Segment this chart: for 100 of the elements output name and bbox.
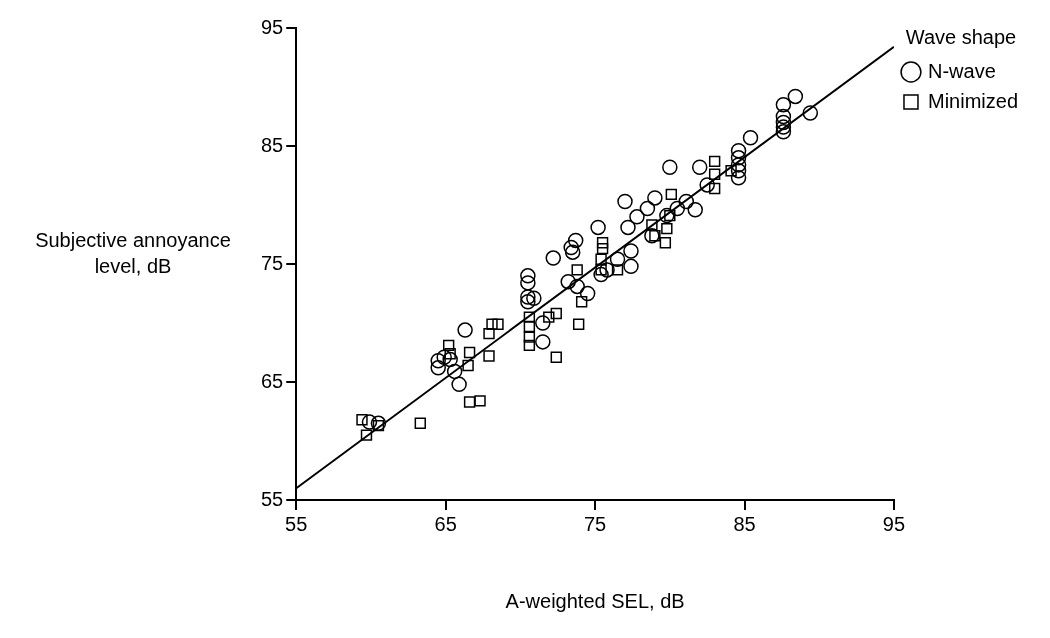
point <box>483 327 495 340</box>
point <box>775 108 792 125</box>
point <box>463 346 476 359</box>
point <box>802 105 819 121</box>
point <box>725 165 737 177</box>
point <box>775 96 792 113</box>
point <box>596 242 609 255</box>
y-tick-label: 65 <box>261 369 284 392</box>
point <box>708 155 721 168</box>
point <box>665 188 678 201</box>
point <box>535 334 551 350</box>
point <box>372 419 385 432</box>
point <box>617 193 633 210</box>
point <box>520 275 536 291</box>
x-tick-label: 55 <box>285 512 308 535</box>
y-tick-label: 75 <box>261 251 284 274</box>
point <box>623 243 639 259</box>
point <box>708 168 721 181</box>
point <box>575 296 588 308</box>
point <box>520 289 536 305</box>
point <box>571 264 583 276</box>
point <box>446 363 463 380</box>
point <box>526 290 542 306</box>
point <box>775 114 792 131</box>
y-tick-label: 85 <box>261 133 284 156</box>
point <box>361 414 378 430</box>
point <box>564 244 581 260</box>
point <box>590 219 606 236</box>
point <box>430 353 446 369</box>
point <box>430 360 446 376</box>
point <box>730 157 747 173</box>
point <box>730 170 747 186</box>
x-tick-label: 85 <box>733 512 756 535</box>
point <box>661 222 673 235</box>
point <box>599 262 615 278</box>
point <box>520 294 536 310</box>
point <box>659 207 675 224</box>
point <box>730 163 747 179</box>
point <box>436 349 452 365</box>
x-tick-label: 95 <box>882 512 906 535</box>
point <box>664 209 676 222</box>
point <box>444 347 456 360</box>
point <box>596 237 609 249</box>
y-tick-label: 55 <box>261 487 284 510</box>
point <box>550 351 562 363</box>
point <box>520 268 536 284</box>
point <box>356 414 368 426</box>
point <box>483 350 495 362</box>
point <box>474 395 486 407</box>
point <box>360 429 373 441</box>
point <box>787 88 804 105</box>
point <box>523 320 536 333</box>
point <box>572 318 585 330</box>
point <box>775 119 792 135</box>
point <box>687 201 703 218</box>
point <box>492 318 504 330</box>
point <box>639 200 656 217</box>
legend-label: N-wave <box>927 59 996 82</box>
point <box>523 339 536 352</box>
point <box>523 311 536 323</box>
y-axis-title: Subjective annoyance level, dB <box>35 228 231 277</box>
point <box>644 227 660 244</box>
y-tick-label: 95 <box>261 15 284 38</box>
x-tick-label: 65 <box>434 512 457 535</box>
point <box>708 182 721 195</box>
point <box>659 237 672 249</box>
point <box>442 351 458 368</box>
point <box>545 250 562 266</box>
point <box>647 190 663 206</box>
point <box>678 193 695 210</box>
point <box>414 417 426 429</box>
legend-label: Minimized <box>927 89 1019 112</box>
point <box>563 239 579 256</box>
point <box>662 159 678 175</box>
x-axis-title: A-weighted SEL, dB <box>505 589 685 612</box>
point <box>569 278 585 295</box>
x-tick-label: 75 <box>583 512 607 535</box>
point <box>560 273 576 290</box>
point <box>775 124 792 140</box>
point <box>629 209 645 225</box>
point <box>623 258 639 275</box>
point <box>742 129 759 146</box>
point <box>579 285 596 302</box>
point <box>646 219 658 231</box>
point <box>543 311 555 323</box>
point <box>451 376 467 393</box>
point <box>730 142 747 159</box>
point <box>462 359 474 372</box>
point <box>669 200 686 217</box>
point <box>609 251 626 268</box>
point <box>523 331 536 343</box>
point <box>649 229 661 242</box>
point <box>550 307 562 320</box>
point <box>593 266 609 283</box>
point <box>457 322 473 338</box>
point <box>699 177 715 193</box>
point <box>535 315 551 331</box>
point <box>620 219 636 236</box>
point <box>370 415 387 432</box>
point <box>730 150 747 166</box>
